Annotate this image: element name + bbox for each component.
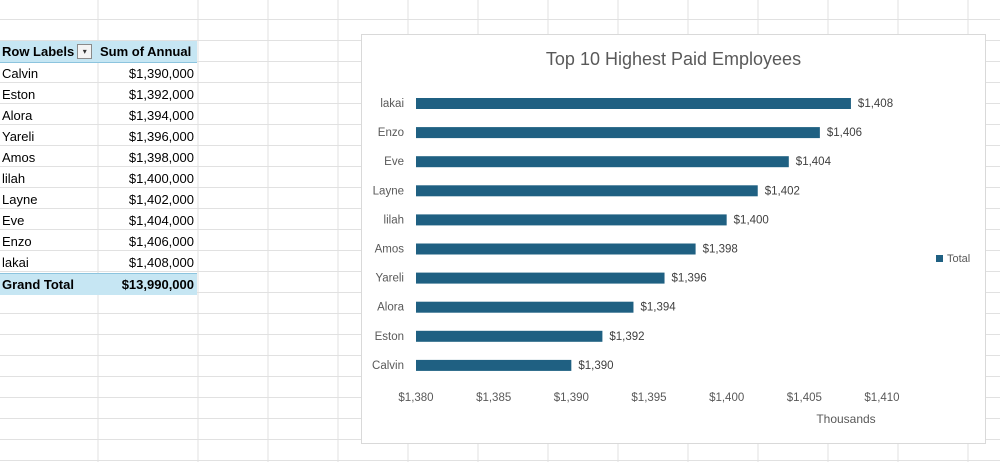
pivot-row-value[interactable]: $1,400,000 (128, 171, 194, 186)
x-tick-label: $1,390 (554, 392, 589, 404)
category-label: Calvin (372, 360, 404, 372)
pivot-row-label[interactable]: Calvin (2, 66, 39, 81)
x-tick-label: $1,380 (398, 392, 433, 404)
bar-eve[interactable] (416, 156, 789, 168)
bar-calvin[interactable] (416, 359, 572, 371)
data-label: $1,398 (703, 244, 738, 256)
pivot-row-label[interactable]: Alora (2, 108, 33, 123)
pivot-row-label[interactable]: lakai (2, 255, 29, 270)
bar-alora[interactable] (416, 301, 634, 313)
pivot-row-value[interactable]: $1,404,000 (128, 213, 194, 228)
pivot-header-row: Row Labels ▾ Sum of Annual (0, 41, 197, 63)
data-label: $1,390 (578, 360, 613, 372)
pivot-row-label[interactable]: lilah (2, 171, 26, 186)
data-label: $1,406 (827, 127, 862, 139)
pivot-row-value[interactable]: $1,408,000 (128, 255, 194, 270)
x-axis-unit-label: Thousands (816, 412, 875, 426)
bar-amos[interactable] (416, 243, 696, 255)
data-label: $1,402 (765, 185, 800, 197)
pivot-row-label[interactable]: Enzo (2, 234, 32, 249)
grand-total-value[interactable]: $13,990,000 (97, 273, 197, 295)
pivot-row: Eve $1,404,000 (0, 210, 197, 231)
bar-enzo[interactable] (416, 127, 820, 139)
filter-icon[interactable]: ▾ (77, 44, 93, 60)
category-label: Yareli (375, 273, 404, 285)
pivot-row: lilah $1,400,000 (0, 168, 197, 189)
pivot-row-value[interactable]: $1,402,000 (128, 192, 194, 207)
x-tick-label: $1,385 (476, 392, 511, 404)
pivot-row-value[interactable]: $1,392,000 (128, 87, 194, 102)
x-tick-label: $1,400 (709, 392, 744, 404)
bar-lilah[interactable] (416, 214, 727, 226)
x-tick-label: $1,405 (787, 392, 822, 404)
pivot-row: Yareli $1,396,000 (0, 126, 197, 147)
pivot-row: lakai $1,408,000 (0, 252, 197, 274)
pivot-row: Enzo $1,406,000 (0, 231, 197, 252)
chart-title: Top 10 Highest Paid Employees (545, 49, 802, 69)
legend-entry[interactable]: Total (947, 253, 970, 265)
row-labels-header-text: Row Labels (2, 44, 75, 59)
pivot-row-label[interactable]: Amos (2, 150, 36, 165)
data-label: $1,404 (796, 156, 832, 168)
pivot-row: Eston $1,392,000 (0, 84, 197, 105)
bar-eston[interactable] (416, 330, 603, 342)
pivot-row-value[interactable]: $1,406,000 (128, 234, 194, 249)
pivot-row: Layne $1,402,000 (0, 189, 197, 210)
bar-chart[interactable]: Top 10 Highest Paid Employees Calvin $1,3… (361, 34, 986, 444)
category-label: lilah (384, 214, 404, 226)
pivot-table: Row Labels ▾ Sum of Annual Calvin $1,390,0… (0, 41, 197, 295)
category-label: Layne (373, 185, 404, 197)
x-tick-label: $1,395 (631, 392, 666, 404)
pivot-row: Amos $1,398,000 (0, 147, 197, 168)
grand-total-label[interactable]: Grand Total (0, 273, 98, 295)
pivot-row-label[interactable]: Layne (2, 192, 38, 207)
pivot-row-value[interactable]: $1,396,000 (128, 129, 194, 144)
category-label: Enzo (378, 127, 404, 139)
pivot-row-label[interactable]: Eve (2, 213, 25, 228)
legend-swatch (936, 255, 943, 262)
bar-yareli[interactable] (416, 272, 665, 284)
pivot-row-label[interactable]: Yareli (2, 129, 35, 144)
chart-plot: Calvin $1,390 Eston $1,392 Alora $1,394 Yareli… (372, 98, 970, 426)
bar-layne[interactable] (416, 185, 758, 197)
data-label: $1,396 (672, 273, 707, 285)
data-label: $1,400 (734, 214, 769, 226)
data-label: $1,408 (858, 98, 893, 110)
bar-lakai[interactable] (416, 98, 851, 109)
x-tick-label: $1,410 (864, 392, 899, 404)
data-label: $1,394 (640, 302, 676, 314)
category-label: Eston (375, 331, 404, 343)
grand-total-row: Grand Total $13,990,000 (0, 273, 197, 295)
pivot-row: Calvin $1,390,000 (0, 63, 197, 85)
pivot-row: Alora $1,394,000 (0, 105, 197, 126)
pivot-row-value[interactable]: $1,394,000 (128, 108, 194, 123)
pivot-row-value[interactable]: $1,398,000 (128, 150, 194, 165)
category-label: Eve (384, 156, 404, 168)
pivot-row-value[interactable]: $1,390,000 (128, 66, 194, 81)
category-label: Amos (375, 244, 405, 256)
data-label: $1,392 (609, 331, 644, 343)
category-label: lakai (380, 98, 404, 110)
row-labels-header[interactable]: Row Labels ▾ (0, 41, 98, 63)
category-label: Alora (377, 302, 404, 314)
sum-of-annual-header[interactable]: Sum of Annual (97, 41, 197, 63)
pivot-row-label[interactable]: Eston (2, 87, 36, 102)
